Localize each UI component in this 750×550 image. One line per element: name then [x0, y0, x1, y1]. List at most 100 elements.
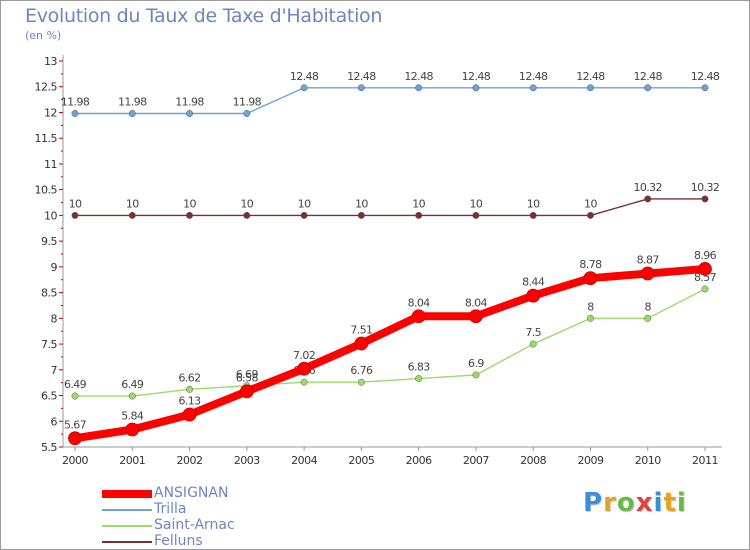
data-point [587, 84, 594, 92]
data-point [415, 211, 423, 219]
logo-letter: P [583, 488, 604, 518]
series-line-felluns [75, 198, 705, 217]
data-point [186, 110, 193, 117]
data-point [644, 195, 652, 203]
data-point [472, 211, 480, 219]
data-point [357, 211, 365, 219]
data-label: 10 [69, 197, 82, 210]
data-point [469, 309, 483, 324]
data-label: 6.62 [178, 371, 200, 384]
y-tick-label: 8 [51, 312, 58, 325]
data-label: 10.32 [633, 181, 662, 194]
data-point [243, 110, 251, 117]
series-line-saint-arnac [75, 288, 706, 397]
x-tick-label: 2011 [692, 454, 718, 467]
data-label: 12.48 [519, 70, 548, 83]
data-label: 5.67 [64, 418, 87, 431]
data-label: 12.48 [691, 70, 720, 83]
y-tick-label: 7.5 [41, 338, 57, 351]
data-point [472, 371, 480, 379]
data-label: 10.32 [691, 181, 720, 194]
data-label: 10 [470, 197, 483, 210]
data-point [701, 195, 709, 203]
legend-label: ANSIGNAN [154, 485, 229, 501]
data-point [68, 431, 82, 446]
data-label: 6.58 [236, 371, 259, 384]
legend-swatch [102, 509, 152, 511]
data-label: 11.98 [61, 95, 90, 108]
legend-swatch [102, 490, 152, 498]
y-tick-label: 11 [44, 158, 57, 171]
data-point [128, 211, 136, 219]
data-point [182, 407, 197, 422]
data-label: 10 [126, 197, 139, 210]
data-label: 6.83 [408, 361, 431, 374]
data-label: 12.48 [404, 70, 433, 83]
data-label: 12.48 [576, 70, 605, 83]
data-point [415, 375, 423, 382]
data-point [701, 285, 709, 293]
data-label: 10 [240, 197, 253, 210]
data-point [640, 266, 655, 281]
y-tick-label: 11.5 [35, 132, 58, 145]
data-label: 6.69 [236, 368, 259, 381]
data-point [243, 211, 251, 219]
data-point [526, 288, 541, 303]
x-tick-label: 2003 [234, 454, 260, 467]
x-tick-label: 2008 [520, 454, 546, 467]
data-point [701, 84, 709, 92]
data-label: 8.04 [408, 296, 431, 309]
data-point [411, 309, 426, 324]
data-point [587, 314, 594, 322]
x-tick-label: 2010 [635, 454, 661, 467]
data-label: 10 [584, 197, 597, 210]
x-tick-label: 2009 [577, 454, 603, 467]
y-tick-label: 7 [51, 364, 58, 377]
data-point [186, 211, 193, 219]
chart-subtitle: (en %) [25, 29, 62, 42]
logo-letter: x [635, 488, 654, 518]
data-label: 5.84 [121, 410, 144, 423]
x-tick-label: 2007 [463, 454, 489, 467]
data-point [125, 422, 140, 437]
legend-swatch [102, 541, 152, 543]
chart-title: Evolution du Taux de Taxe d'Habitation [25, 5, 383, 27]
data-label: 10 [298, 197, 311, 210]
data-point [300, 211, 308, 219]
data-label: 12.48 [347, 70, 376, 83]
data-label: 7.51 [350, 324, 372, 337]
data-point [239, 384, 254, 399]
data-label: 6.9 [468, 357, 484, 370]
data-point [71, 211, 79, 219]
data-label: 7.02 [293, 349, 315, 362]
y-tick-label: 6 [51, 415, 58, 428]
series-line-trilla [75, 87, 705, 115]
data-label: 8 [645, 300, 652, 313]
x-tick-label: 2000 [62, 454, 88, 467]
data-label: 10 [183, 197, 196, 210]
data-label: 11.98 [118, 95, 147, 108]
data-label: 10 [527, 197, 540, 210]
data-label: 12.48 [633, 70, 662, 83]
data-label: 8.78 [579, 258, 602, 271]
x-tick-label: 2001 [119, 454, 145, 467]
y-tick-label: 8.5 [41, 287, 57, 300]
data-point [71, 110, 79, 117]
data-point [698, 262, 712, 276]
data-label: 6.49 [121, 378, 144, 391]
y-tick-label: 6.5 [41, 390, 57, 403]
data-point [300, 84, 308, 92]
y-tick-label: 10.5 [35, 184, 58, 197]
logo-letter: r [603, 488, 617, 518]
data-point [583, 271, 598, 286]
legend-label: Felluns [154, 533, 203, 549]
data-point [297, 361, 311, 376]
data-label: 8.87 [637, 254, 660, 267]
data-point [300, 378, 308, 386]
data-point [529, 340, 537, 348]
data-label: 8.96 [694, 249, 717, 262]
data-label: 11.98 [233, 95, 262, 108]
data-point [354, 336, 369, 351]
data-point [357, 84, 365, 92]
